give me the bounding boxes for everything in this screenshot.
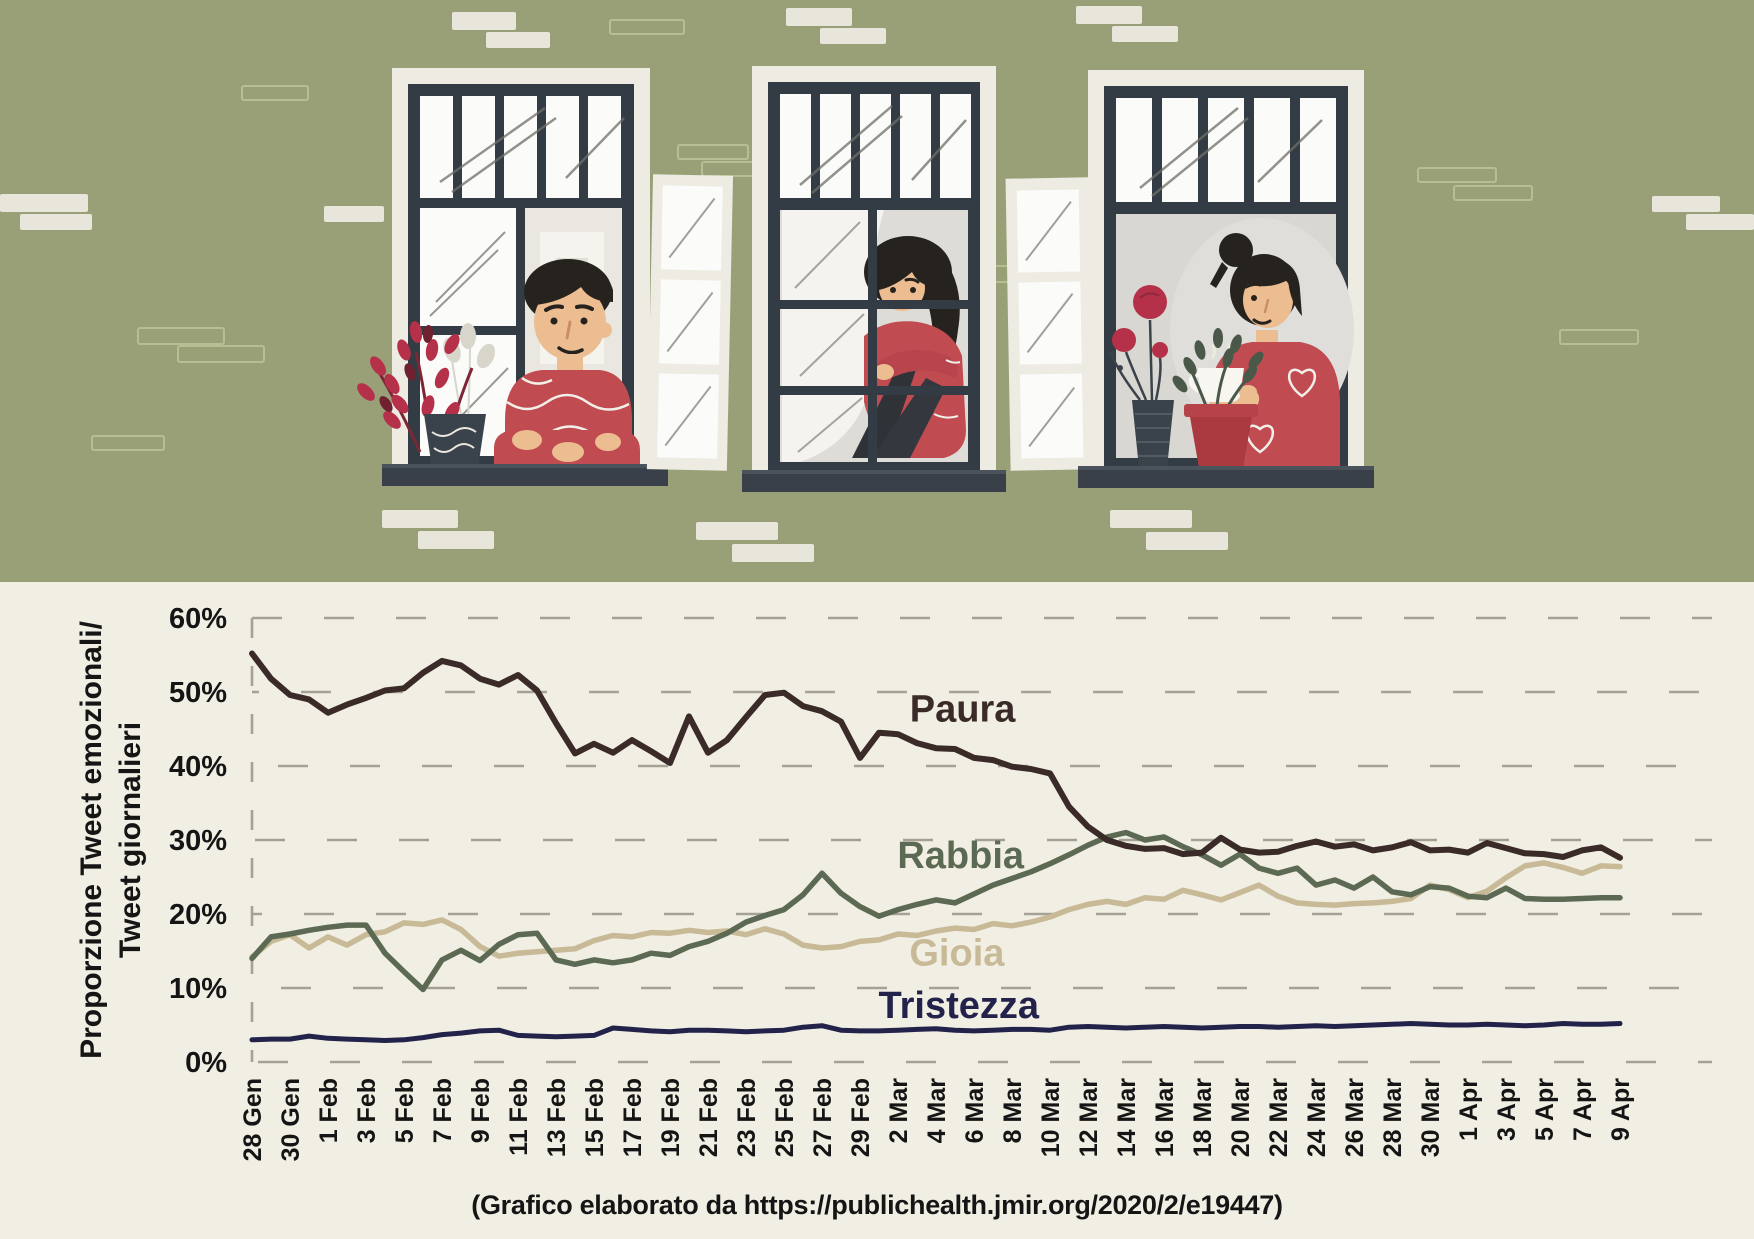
emotion-line-chart: 60% 50% 40% 30% 20% 10% 0% 28 Gen 30 Gen 1 Feb 3 F… xyxy=(169,603,1712,1161)
y-axis-title-line1: Proporzione Tweet emozionali/ xyxy=(75,621,108,1059)
x-tick-label: 28 Gen xyxy=(239,1078,267,1161)
x-tick-label: 10 Mar xyxy=(1037,1078,1065,1157)
rabbia-line xyxy=(249,829,1623,993)
glass-reflections xyxy=(1139,107,1323,197)
x-tick-label: 1 Apr xyxy=(1455,1078,1483,1141)
x-tick-label: 18 Mar xyxy=(1189,1078,1217,1157)
x-tick-label: 5 Apr xyxy=(1531,1078,1559,1141)
y-tick-label: 0% xyxy=(185,1047,227,1079)
x-tick-label: 26 Mar xyxy=(1341,1078,1369,1157)
x-tick-label: 8 Mar xyxy=(999,1078,1027,1144)
window-sill xyxy=(1078,468,1374,488)
red-plant xyxy=(357,321,496,468)
x-tick-label: 12 Mar xyxy=(1075,1078,1103,1157)
open-casement xyxy=(646,174,734,471)
y-tick-label: 20% xyxy=(169,899,227,931)
x-tick-label: 14 Mar xyxy=(1113,1078,1141,1157)
x-tick-label: 29 Feb xyxy=(847,1078,875,1157)
x-tick-label: 28 Mar xyxy=(1379,1078,1407,1157)
x-tick-label: 21 Feb xyxy=(695,1078,723,1157)
glass-reflections xyxy=(439,106,625,194)
x-tick-label: 11 Feb xyxy=(505,1078,533,1156)
chart-source-caption: (Grafico elaborato da https://publicheal… xyxy=(471,1190,1283,1220)
x-tick-label: 7 Feb xyxy=(429,1078,457,1143)
brick-group xyxy=(0,6,1754,562)
glass-reflections xyxy=(794,221,865,453)
x-tick-label: 3 Apr xyxy=(1493,1078,1521,1141)
illustration-svg xyxy=(0,6,1754,562)
series-label-gioia: Gioia xyxy=(909,932,1005,974)
series-label-tristezza: Tristezza xyxy=(879,985,1040,1027)
y-tick-label: 10% xyxy=(169,973,227,1005)
transom-panes xyxy=(1116,98,1336,202)
y-tick-label: 30% xyxy=(169,825,227,857)
y-tick-label: 40% xyxy=(169,751,227,783)
x-tick-label: 2 Mar xyxy=(885,1078,913,1144)
emotion-chart-section: 60% 50% 40% 30% 20% 10% 0% 28 Gen 30 Gen 1 Feb 3 F… xyxy=(0,582,1754,1239)
x-tick-label: 15 Feb xyxy=(581,1078,609,1157)
x-tick-label: 5 Feb xyxy=(391,1078,419,1143)
window-right xyxy=(1005,70,1374,488)
x-tick-label: 27 Feb xyxy=(809,1078,837,1157)
x-tick-label: 20 Mar xyxy=(1227,1078,1255,1157)
y-tick-label: 60% xyxy=(169,603,227,635)
x-tick-label: 9 Feb xyxy=(467,1078,495,1143)
paura-line xyxy=(249,650,1623,861)
potted-plant xyxy=(1172,328,1264,468)
x-tick-label: 30 Gen xyxy=(277,1078,305,1161)
series-label-rabbia: Rabbia xyxy=(897,835,1025,877)
transom-panes xyxy=(420,96,621,198)
window-middle xyxy=(742,66,1006,492)
x-tick-label: 23 Feb xyxy=(733,1078,761,1157)
gioia-line xyxy=(249,860,1623,960)
x-tick-label: 24 Mar xyxy=(1303,1078,1331,1157)
x-tick-label: 16 Mar xyxy=(1151,1078,1179,1157)
window-sill xyxy=(382,466,668,486)
glass-reflections xyxy=(799,105,967,194)
y-axis-title-line2: Tweet giornalieri xyxy=(114,721,147,959)
x-tick-label: 3 Feb xyxy=(353,1078,381,1143)
x-tick-label: 1 Feb xyxy=(315,1078,343,1143)
window-left xyxy=(357,68,734,486)
x-tick-label: 22 Mar xyxy=(1265,1078,1293,1157)
man-at-window xyxy=(494,259,640,470)
tristezza-line xyxy=(249,1021,1623,1043)
curtain xyxy=(782,210,884,462)
x-tick-label: 7 Apr xyxy=(1569,1078,1597,1141)
sitting-woman xyxy=(852,236,966,458)
x-tick-label: 9 Apr xyxy=(1607,1078,1635,1141)
x-tick-label: 6 Mar xyxy=(961,1078,989,1144)
x-tick-label: 17 Feb xyxy=(619,1078,647,1157)
series-label-paura: Paura xyxy=(910,688,1016,730)
x-tick-label: 4 Mar xyxy=(923,1078,951,1144)
x-tick-label: 30 Mar xyxy=(1417,1078,1445,1157)
x-tick-label: 13 Feb xyxy=(543,1078,571,1157)
window-sill xyxy=(742,472,1006,492)
x-tick-label: 25 Feb xyxy=(771,1078,799,1157)
transom-panes xyxy=(780,94,971,198)
flower-vase xyxy=(1109,285,1174,468)
x-tick-label: 19 Feb xyxy=(657,1078,685,1157)
open-casement xyxy=(1005,177,1095,471)
street-windows-illustration xyxy=(0,0,1754,582)
y-tick-label: 50% xyxy=(169,677,227,709)
